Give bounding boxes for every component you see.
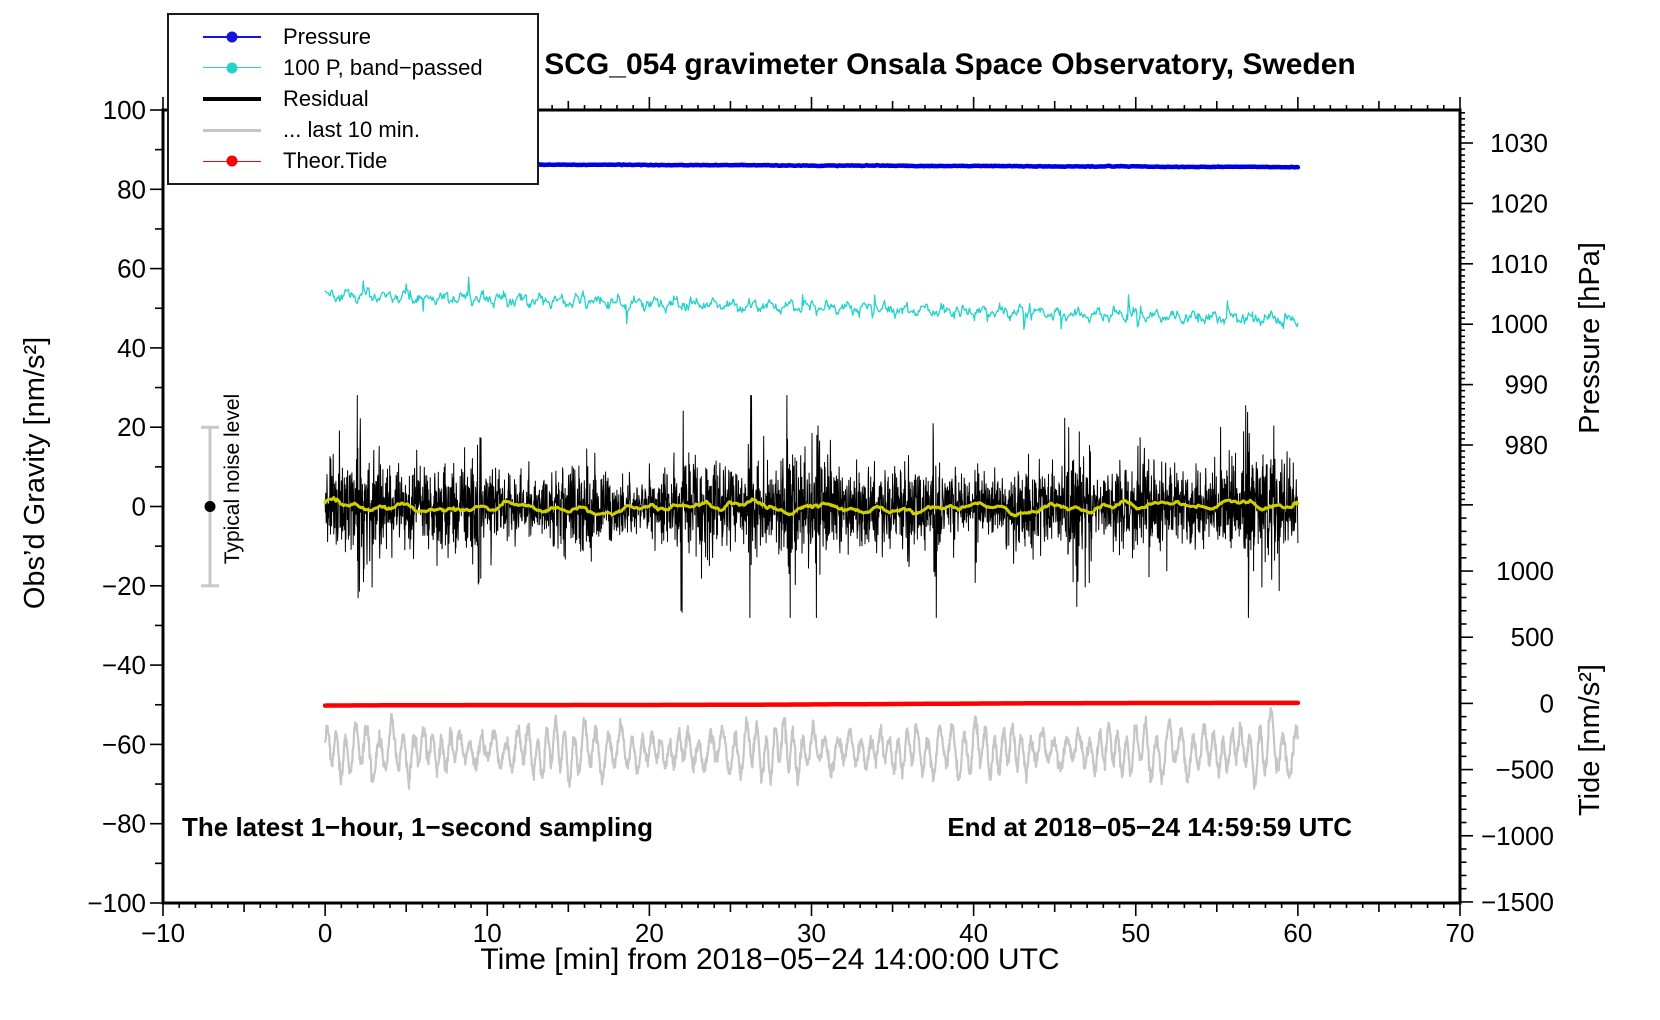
tide-axis-ticks: 1000 500 0 −500 −1000 −1500 (1460, 504, 1554, 917)
pressure-tick-label: 1010 (1490, 249, 1548, 279)
tide-tick-label: −1500 (1481, 887, 1554, 917)
pressure-tick-label: 1020 (1490, 188, 1548, 218)
residual-line-icon (203, 96, 261, 101)
legend-item-bandpassed: 100 P, band−passed (203, 54, 537, 80)
pressure-axis-title: Pressure [hPa] (1574, 242, 1606, 434)
x-tick-label: 30 (797, 918, 826, 948)
gravity-tick-label: 0 (132, 492, 146, 522)
residual-smoothed-series (323, 496, 1300, 518)
noise-level-label: Typical noise level (221, 393, 244, 565)
tide-tick-label: −1000 (1481, 821, 1554, 851)
tide-tick-label: −500 (1495, 755, 1554, 785)
x-tick-label: 0 (318, 918, 332, 948)
chart-title: SCG_054 gravimeter Onsala Space Observat… (544, 48, 1356, 81)
gravity-tick-label: 20 (117, 412, 146, 442)
legend-item-pressure: Pressure (203, 23, 537, 49)
legend-item-theortide: Theor.Tide (203, 148, 537, 174)
legend-label: 100 P, band−passed (283, 54, 483, 80)
x-tick-label: 40 (959, 918, 988, 948)
gravity-tick-label: −20 (102, 571, 146, 601)
pressure-tick-label: 1000 (1490, 309, 1548, 339)
x-tick-label: 20 (635, 918, 664, 948)
noise-level-marker (201, 425, 220, 588)
gravity-tick-label: 40 (117, 333, 146, 363)
gravity-tick-label: −40 (102, 650, 146, 680)
pressure-line-icon (203, 31, 261, 43)
gravity-axis-title: Obs’d Gravity [nm/s²] (19, 336, 51, 610)
legend-label: ... last 10 min. (283, 117, 420, 143)
end-time-note: End at 2018−05−24 14:59:59 UTC (947, 812, 1352, 842)
tide-tick-label: 1000 (1496, 556, 1554, 586)
legend-item-residual: Residual (203, 85, 537, 111)
bandpassed-line-icon (203, 62, 261, 74)
gravity-tick-label: 80 (117, 174, 146, 204)
tide-axis-title: Tide [nm/s²] (1574, 664, 1606, 817)
pressure-axis-ticks: 1030 1020 1010 1000 990 980 (1460, 112, 1548, 501)
x-axis-title: Time [min] from 2018−05−24 14:00:00 UTC (480, 943, 1060, 976)
gravity-tick-label: 100 (103, 95, 146, 125)
x-tick-label: −10 (141, 918, 185, 948)
tide-tick-label: 0 (1540, 688, 1554, 718)
x-tick-label: 10 (473, 918, 502, 948)
gravity-tick-label: −100 (87, 888, 146, 918)
x-tick-label: 70 (1446, 918, 1475, 948)
legend-label: Residual (283, 85, 369, 111)
last10min-series (324, 706, 1299, 790)
tide-tick-label: 500 (1511, 622, 1554, 652)
pressure-tick-label: 980 (1505, 430, 1548, 460)
x-tick-label: 60 (1283, 918, 1312, 948)
pressure-tick-label: 1030 (1490, 128, 1548, 158)
x-tick-label: 50 (1121, 918, 1150, 948)
theortide-series (322, 700, 1301, 708)
residual-series (324, 395, 1299, 618)
gravity-axis-ticks: 100 80 60 40 20 0 −20 −40 −60 −80 −100 (87, 95, 163, 918)
theortide-line-icon (203, 155, 261, 167)
legend-label: Theor.Tide (283, 148, 388, 174)
gravity-tick-label: −60 (102, 729, 146, 759)
gravity-tick-label: −80 (102, 809, 146, 839)
last10min-line-icon (203, 128, 261, 132)
sampling-note: The latest 1−hour, 1−second sampling (182, 812, 654, 842)
legend-box: Pressure 100 P, band−passed Residual ...… (167, 13, 539, 185)
pressure-tick-label: 990 (1505, 370, 1548, 400)
bandpassed-series (324, 276, 1299, 330)
gravity-tick-label: 60 (117, 254, 146, 284)
legend-item-last10min: ... last 10 min. (203, 117, 537, 143)
plot-frame (161, 108, 1462, 905)
legend-label: Pressure (283, 23, 372, 49)
